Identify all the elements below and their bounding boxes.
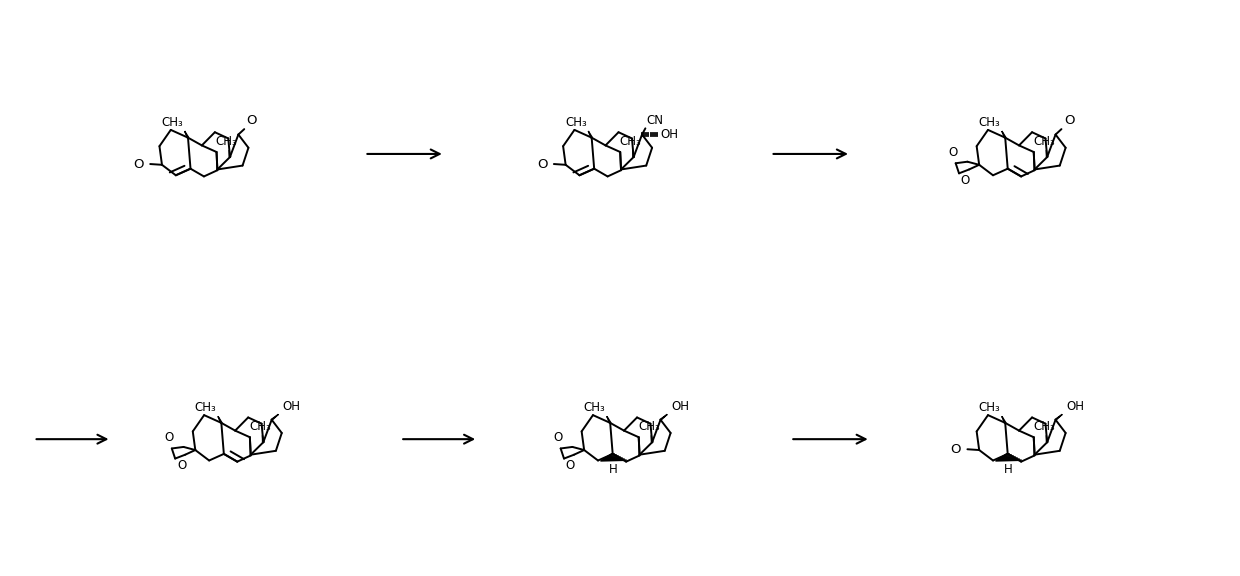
Polygon shape xyxy=(272,414,279,420)
Polygon shape xyxy=(1055,414,1063,420)
Polygon shape xyxy=(651,435,653,442)
Text: CH₃: CH₃ xyxy=(565,116,587,129)
Text: O: O xyxy=(553,431,563,444)
Text: O: O xyxy=(961,174,970,187)
Text: O: O xyxy=(165,431,174,444)
Text: CH₃: CH₃ xyxy=(1033,135,1055,148)
Polygon shape xyxy=(660,414,667,420)
Polygon shape xyxy=(185,131,188,138)
Text: CH₃: CH₃ xyxy=(1033,420,1055,433)
Polygon shape xyxy=(229,150,231,157)
Text: CH₃: CH₃ xyxy=(195,401,217,414)
Polygon shape xyxy=(588,131,593,138)
Polygon shape xyxy=(606,416,611,423)
Polygon shape xyxy=(1047,435,1048,442)
Text: CH₃: CH₃ xyxy=(249,420,270,433)
Text: OH: OH xyxy=(283,400,300,412)
Text: H: H xyxy=(609,463,618,476)
Text: OH: OH xyxy=(671,400,689,412)
Text: O: O xyxy=(177,459,186,472)
Text: CN: CN xyxy=(646,113,663,127)
Text: H: H xyxy=(1004,463,1013,476)
Polygon shape xyxy=(1002,416,1006,423)
Text: CH₃: CH₃ xyxy=(216,135,238,148)
Text: OH: OH xyxy=(1066,400,1084,412)
Text: CH₃: CH₃ xyxy=(584,401,605,414)
Text: O: O xyxy=(1064,114,1074,127)
Text: CH₃: CH₃ xyxy=(978,401,1001,414)
Text: O: O xyxy=(537,157,548,170)
Text: O: O xyxy=(949,146,957,159)
Polygon shape xyxy=(632,150,635,157)
Text: O: O xyxy=(134,157,144,170)
Text: O: O xyxy=(565,459,575,472)
Polygon shape xyxy=(218,416,222,423)
Text: OH: OH xyxy=(661,128,678,141)
Text: O: O xyxy=(247,114,257,127)
Text: CH₃: CH₃ xyxy=(978,116,1001,129)
Text: CH₃: CH₃ xyxy=(161,116,184,129)
Polygon shape xyxy=(263,435,264,442)
Polygon shape xyxy=(1047,150,1048,157)
Text: CH₃: CH₃ xyxy=(637,420,660,433)
Polygon shape xyxy=(1002,131,1006,138)
Text: O: O xyxy=(951,443,961,456)
Text: CH₃: CH₃ xyxy=(620,135,641,148)
